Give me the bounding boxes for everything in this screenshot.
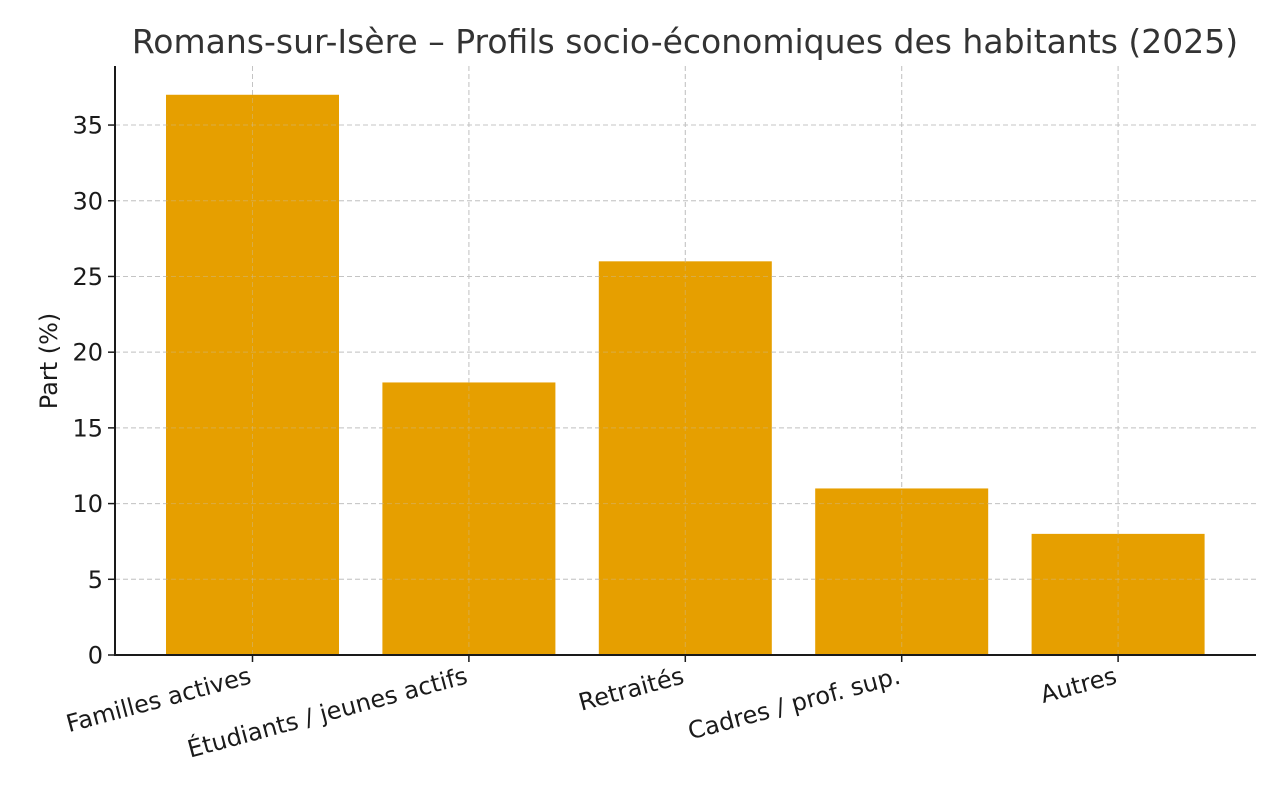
bars	[166, 94, 1205, 656]
y-tick-label: 30	[72, 187, 103, 215]
horizontal-gridlines-overlay	[115, 124, 1256, 580]
y-tick-label: 20	[72, 339, 103, 367]
bar-autres	[1031, 533, 1205, 655]
y-axis-ticks: 0 5 10 15 20 25 30 35	[72, 112, 115, 670]
y-tick-label: 15	[72, 414, 103, 442]
bar-retraités	[598, 261, 772, 655]
x-tick-label: Retraités	[576, 662, 687, 717]
y-tick-label: 10	[72, 490, 103, 518]
bar-familles-actives	[166, 94, 339, 656]
vertical-gridlines-overlay	[252, 66, 1119, 655]
y-tick-label: 5	[88, 566, 103, 594]
x-tick-label: Autres	[1037, 662, 1119, 709]
bar-étudiants-jeunes-actifs	[382, 382, 556, 655]
y-tick-label: 0	[88, 642, 103, 670]
y-tick-label: 25	[72, 263, 103, 291]
chart-title: Romans-sur-Isère – Profils socio-économi…	[132, 22, 1238, 61]
y-axis-label: Part (%)	[35, 313, 63, 410]
bar-cadres-prof-sup	[815, 488, 989, 655]
x-tick-label: Cadres / prof. sup.	[685, 662, 903, 746]
y-tick-label: 35	[72, 112, 103, 140]
